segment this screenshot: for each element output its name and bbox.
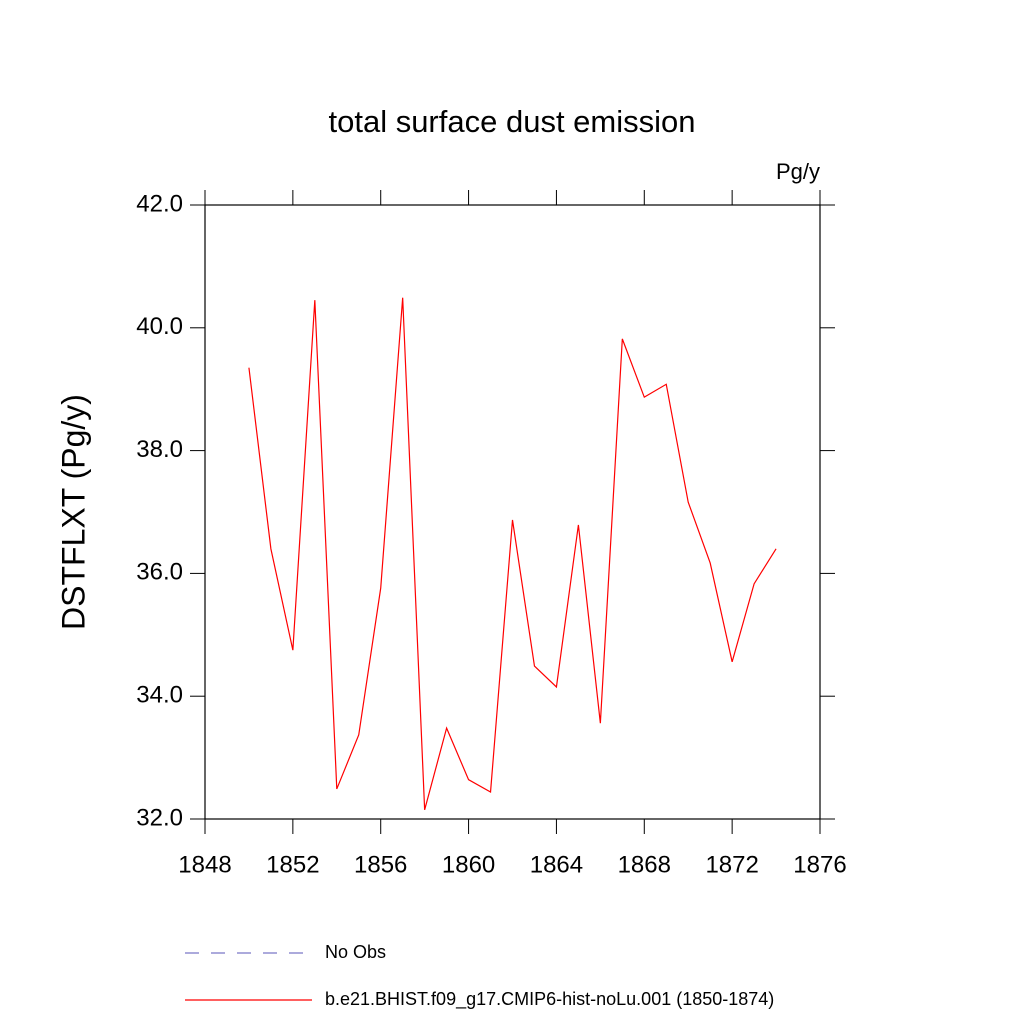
y-tick-label: 42.0 [136, 190, 183, 217]
x-tick-label: 1852 [266, 851, 319, 878]
y-tick-label: 40.0 [136, 313, 183, 340]
legend-label: b.e21.BHIST.f09_g17.CMIP6-hist-noLu.001 … [325, 989, 774, 1010]
units-label: Pg/y [776, 159, 820, 184]
x-tick-label: 1860 [442, 851, 495, 878]
y-tick-label: 36.0 [136, 559, 183, 586]
x-tick-label: 1868 [618, 851, 671, 878]
x-tick-label: 1876 [793, 851, 846, 878]
legend-label: No Obs [325, 942, 386, 962]
x-tick-label: 1848 [178, 851, 231, 878]
x-tick-label: 1856 [354, 851, 407, 878]
chart-title: total surface dust emission [328, 104, 695, 139]
y-tick-label: 32.0 [136, 804, 183, 831]
data-line [248, 297, 777, 810]
x-tick-label: 1872 [705, 851, 758, 878]
plot-frame [204, 204, 821, 820]
y-tick-label: 38.0 [136, 436, 183, 463]
x-tick-label: 1864 [530, 851, 583, 878]
y-tick-label: 34.0 [136, 682, 183, 709]
y-axis-label: DSTFLXT (Pg/y) [55, 394, 91, 630]
